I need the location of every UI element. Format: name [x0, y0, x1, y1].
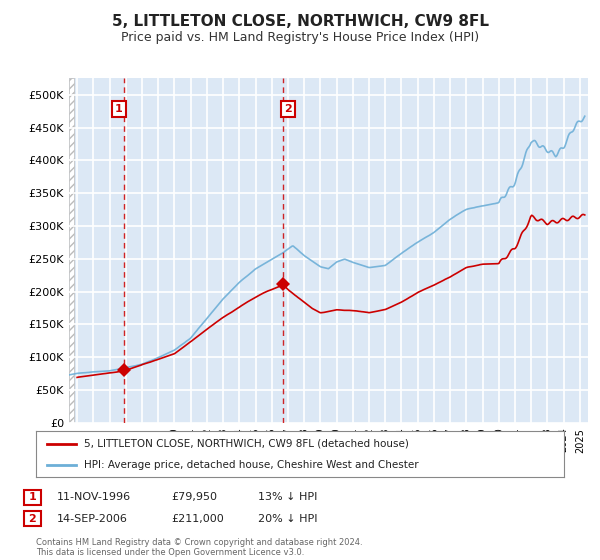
- Text: 1: 1: [29, 492, 36, 502]
- Text: 20% ↓ HPI: 20% ↓ HPI: [258, 514, 317, 524]
- Text: 13% ↓ HPI: 13% ↓ HPI: [258, 492, 317, 502]
- Text: HPI: Average price, detached house, Cheshire West and Chester: HPI: Average price, detached house, Ches…: [83, 460, 418, 470]
- Text: Price paid vs. HM Land Registry's House Price Index (HPI): Price paid vs. HM Land Registry's House …: [121, 31, 479, 44]
- Text: 2: 2: [29, 514, 36, 524]
- Text: Contains HM Land Registry data © Crown copyright and database right 2024.
This d: Contains HM Land Registry data © Crown c…: [36, 538, 362, 557]
- Text: 5, LITTLETON CLOSE, NORTHWICH, CW9 8FL: 5, LITTLETON CLOSE, NORTHWICH, CW9 8FL: [112, 14, 488, 29]
- Text: 1: 1: [115, 104, 123, 114]
- Text: 14-SEP-2006: 14-SEP-2006: [57, 514, 128, 524]
- Text: 11-NOV-1996: 11-NOV-1996: [57, 492, 131, 502]
- Text: £79,950: £79,950: [171, 492, 217, 502]
- Text: £211,000: £211,000: [171, 514, 224, 524]
- Text: 2: 2: [284, 104, 292, 114]
- Text: 5, LITTLETON CLOSE, NORTHWICH, CW9 8FL (detached house): 5, LITTLETON CLOSE, NORTHWICH, CW9 8FL (…: [83, 438, 409, 449]
